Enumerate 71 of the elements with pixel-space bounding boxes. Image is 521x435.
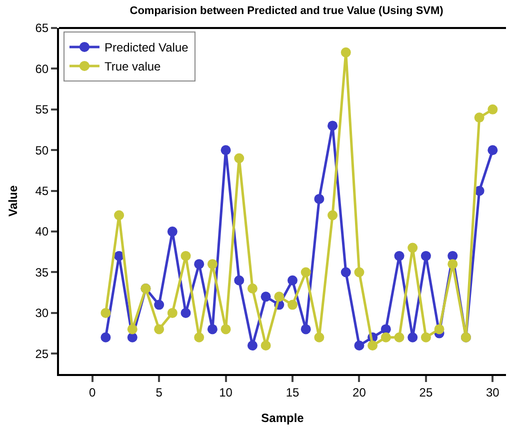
- x-tick-label: 20: [352, 385, 366, 400]
- point: [274, 292, 284, 302]
- point: [408, 242, 418, 253]
- point: [220, 145, 231, 156]
- point: [180, 308, 191, 318]
- legend-label: True value: [104, 60, 162, 74]
- point: [127, 324, 138, 334]
- point: [154, 324, 164, 334]
- point: [100, 332, 111, 342]
- point: [167, 308, 178, 318]
- y-axis-title: Value: [6, 185, 20, 217]
- point: [194, 259, 204, 270]
- x-tick-label: 5: [156, 385, 163, 400]
- legend-label: Predicted Value: [104, 40, 189, 55]
- y-tick-label: 50: [35, 143, 49, 158]
- point: [420, 250, 431, 261]
- point: [247, 340, 258, 351]
- point: [354, 340, 364, 351]
- point: [448, 259, 458, 270]
- point: [488, 145, 498, 156]
- point: [434, 324, 444, 334]
- point: [288, 275, 298, 286]
- x-tick-label: 15: [286, 385, 300, 400]
- point: [328, 210, 338, 220]
- point: [127, 332, 138, 342]
- y-tick-label: 40: [35, 224, 49, 239]
- x-tick-label: 10: [219, 385, 233, 400]
- point: [114, 210, 124, 220]
- point: [394, 250, 404, 261]
- x-tick-label: 0: [89, 385, 96, 400]
- point: [260, 292, 271, 302]
- point: [154, 300, 164, 310]
- point: [234, 275, 244, 286]
- point: [167, 226, 178, 237]
- point: [340, 47, 351, 58]
- chart-title: Comparision between Predicted and true Value (Using SVM): [130, 5, 444, 18]
- point: [207, 259, 218, 270]
- point: [207, 324, 218, 334]
- point: [288, 300, 298, 310]
- y-tick-label: 30: [35, 306, 49, 320]
- y-tick-label: 35: [35, 265, 49, 280]
- y-tick-label: 45: [35, 184, 49, 198]
- y-tick-label: 25: [35, 346, 49, 361]
- point: [368, 340, 378, 351]
- point: [408, 332, 418, 342]
- point: [448, 250, 458, 261]
- point: [234, 153, 244, 164]
- point: [354, 267, 364, 278]
- point: [314, 332, 324, 342]
- point: [194, 332, 204, 342]
- point: [220, 324, 231, 334]
- x-axis-title: Sample: [261, 410, 304, 425]
- point: [380, 332, 391, 342]
- point: [340, 267, 351, 278]
- y-tick-label: 65: [35, 21, 49, 36]
- point: [300, 267, 311, 278]
- point: [180, 250, 191, 261]
- x-tick-label: 30: [486, 385, 500, 400]
- point: [474, 112, 484, 123]
- point: [260, 340, 271, 351]
- point: [394, 332, 404, 342]
- point: [488, 104, 498, 114]
- point: [300, 324, 311, 334]
- point: [247, 284, 258, 294]
- y-tick-label: 60: [35, 62, 49, 76]
- point: [328, 120, 338, 131]
- point: [420, 332, 431, 342]
- x-tick-label: 25: [419, 385, 433, 400]
- point: [314, 194, 324, 204]
- y-tick-label: 55: [35, 102, 49, 117]
- point: [100, 308, 111, 318]
